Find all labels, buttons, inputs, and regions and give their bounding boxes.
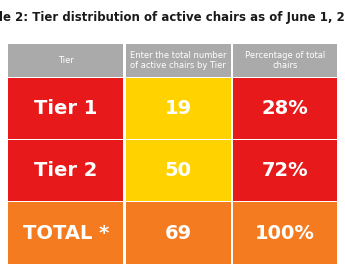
Text: Table 2: Tier distribution of active chairs as of June 1, 2021: Table 2: Tier distribution of active cha… [0, 11, 345, 24]
Text: 50: 50 [165, 161, 192, 180]
Text: Tier: Tier [58, 56, 73, 65]
Bar [126, 202, 231, 264]
Bar [233, 78, 337, 139]
Bar [8, 140, 124, 201]
Text: 69: 69 [165, 224, 192, 242]
Text: 72%: 72% [262, 161, 308, 180]
Bar [126, 44, 231, 77]
Text: 100%: 100% [255, 224, 315, 242]
Text: TOTAL *: TOTAL * [22, 224, 109, 242]
Text: Percentage of total
chairs: Percentage of total chairs [245, 51, 325, 70]
Bar [126, 140, 231, 201]
Bar [233, 44, 337, 77]
Bar [126, 78, 231, 139]
Text: 19: 19 [165, 99, 192, 118]
Bar [8, 202, 124, 264]
Text: 28%: 28% [262, 99, 308, 118]
Bar [233, 202, 337, 264]
Bar [233, 140, 337, 201]
Bar [8, 44, 124, 77]
Bar [8, 78, 124, 139]
Text: Tier 1: Tier 1 [34, 99, 97, 118]
Text: Tier 2: Tier 2 [34, 161, 97, 180]
Text: Enter the total number
of active chairs by Tier: Enter the total number of active chairs … [130, 51, 227, 70]
